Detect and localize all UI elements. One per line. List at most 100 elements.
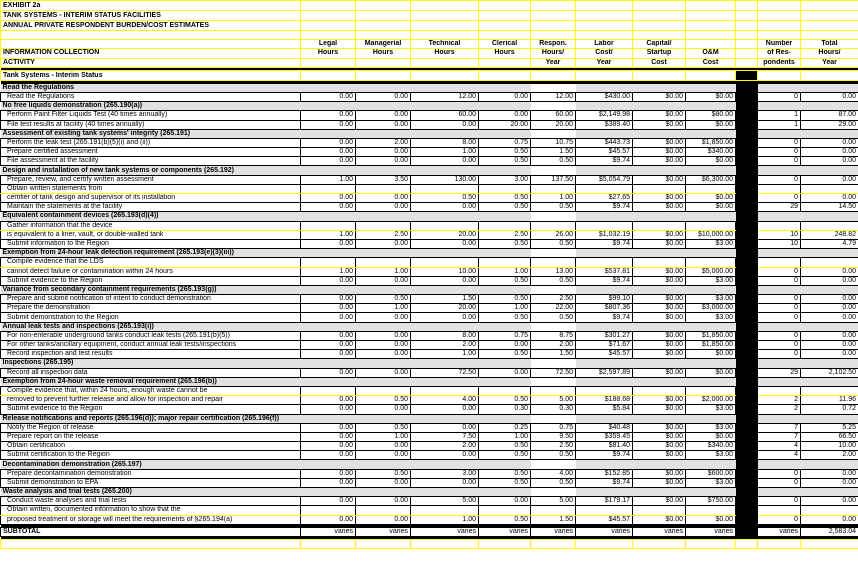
empty-cell [300, 0, 356, 11]
value-cell: 0 [757, 349, 801, 360]
empty-cell [530, 211, 576, 222]
column-header [410, 57, 479, 68]
value-cell: 0.00 [410, 312, 479, 323]
subtotal-value: varies [355, 526, 411, 537]
subtotal-label: SUBTOTAL [0, 526, 301, 537]
value-cell: 1.00 [478, 431, 531, 443]
activity-row: Submit certification to the Region 0.00 0.… [0, 450, 858, 461]
value-cell: 5.00 [530, 395, 576, 406]
empty-cell [410, 538, 479, 550]
empty-cell [300, 220, 356, 231]
value-cell: 0 [757, 514, 801, 525]
empty-cell [735, 385, 758, 397]
activity-row: certifier of tank design and supervisor … [0, 192, 858, 204]
section-title: Exemption from 24-hour waste removal req… [0, 376, 531, 387]
empty-cell [735, 69, 758, 81]
value-cell: 1 [757, 110, 801, 121]
separator-line [0, 67, 858, 71]
activity-label: File assessment at the facility [0, 156, 301, 167]
value-cell: 0.00 [800, 468, 858, 479]
activity-row: File test results at facility (40 times … [0, 119, 858, 130]
empty-cell [300, 538, 356, 550]
value-cell: 0 [757, 477, 801, 489]
empty-cell [735, 165, 758, 176]
activity-label: cannot detect failure or contamination w… [0, 266, 301, 277]
empty-cell [410, 20, 479, 31]
value-cell: $0.00 [632, 238, 686, 250]
value-cell: 0.50 [530, 477, 576, 489]
empty-cell [632, 0, 686, 11]
value-cell: 0.00 [800, 330, 858, 342]
activity-label: For other tanks/ancillary equipment, con… [0, 339, 301, 351]
value-cell: 0.75 [530, 422, 576, 433]
value-cell: 0.00 [300, 431, 356, 443]
value-cell: 0.00 [355, 450, 411, 461]
value-cell: $0.00 [632, 349, 686, 360]
value-cell: 0.75 [478, 330, 531, 342]
section-title: Annual leak tests and inspections (265.1… [0, 321, 531, 332]
value-cell: $1,032.19 [575, 229, 633, 240]
empty-cell [735, 413, 758, 424]
value-cell: $0.00 [632, 339, 686, 351]
value-cell: 0.00 [478, 91, 531, 103]
value-cell: 3.00 [478, 174, 531, 185]
empty-cell [800, 20, 858, 31]
value-cell: 4.00 [530, 468, 576, 479]
empty-cell [800, 257, 858, 268]
activity-row: Compile evidence that the LDS [0, 257, 858, 268]
empty-cell [355, 20, 411, 31]
empty-cell [735, 395, 758, 406]
empty-cell [757, 459, 858, 470]
activity-row: Conduct waste analyses and trial tests 0.… [0, 496, 858, 507]
value-cell: 20.00 [410, 229, 479, 240]
value-cell: $0.00 [632, 468, 686, 479]
value-cell: 2 [757, 395, 801, 406]
value-cell: 0.50 [478, 514, 531, 525]
activity-label: Prepare report on the release [0, 431, 301, 443]
empty-cell [632, 220, 686, 231]
value-cell: 0.00 [355, 238, 411, 250]
empty-cell [0, 538, 301, 550]
empty-cell [478, 220, 531, 231]
empty-cell [530, 505, 576, 516]
empty-cell [685, 505, 736, 516]
activity-row: Submit information to the Region 0.00 0.00… [0, 238, 858, 250]
value-cell: 1.00 [355, 431, 411, 443]
value-cell: 0.50 [530, 450, 576, 461]
value-cell: 1.00 [410, 147, 479, 158]
empty-cell [757, 69, 801, 81]
value-cell: $188.68 [575, 395, 633, 406]
value-cell: $0.00 [632, 192, 686, 204]
value-cell: 0.00 [300, 367, 356, 378]
value-cell: $2,149.98 [575, 110, 633, 121]
empty-cell [632, 257, 686, 268]
value-cell: 9.50 [530, 431, 576, 443]
empty-cell [632, 20, 686, 31]
value-cell: 0.50 [478, 450, 531, 461]
empty-cell [735, 110, 758, 121]
value-cell: 0.00 [800, 266, 858, 277]
empty-cell [685, 10, 736, 21]
empty-cell [355, 505, 411, 516]
header-row: INFORMATION COLLECTION Hours Hours Hours Hou… [0, 48, 858, 59]
value-cell: 0.00 [300, 275, 356, 286]
value-cell: 0.00 [300, 147, 356, 158]
value-cell: 0.00 [300, 422, 356, 433]
value-cell: $0.00 [632, 91, 686, 103]
empty-cell [575, 284, 736, 296]
value-cell: 137.50 [530, 174, 576, 185]
empty-cell [800, 505, 858, 516]
value-cell: 0.00 [800, 339, 858, 351]
subtotal-value: varies [757, 526, 801, 537]
empty-cell [530, 284, 576, 296]
value-cell: $6,300.00 [685, 174, 736, 185]
empty-cell [632, 538, 686, 550]
value-cell: 0.00 [300, 330, 356, 342]
section-row: Design and installation of new tank syst… [0, 165, 858, 176]
value-cell: 0 [757, 294, 801, 305]
section-row: Exemption from 24-hour leak detection re… [0, 248, 858, 259]
section-title: Equivalent containment devices (265.193(… [0, 211, 531, 222]
value-cell: $340.00 [685, 147, 736, 158]
value-cell: 0.00 [410, 156, 479, 167]
section-title: Exemption from 24-hour leak detection re… [0, 248, 531, 259]
